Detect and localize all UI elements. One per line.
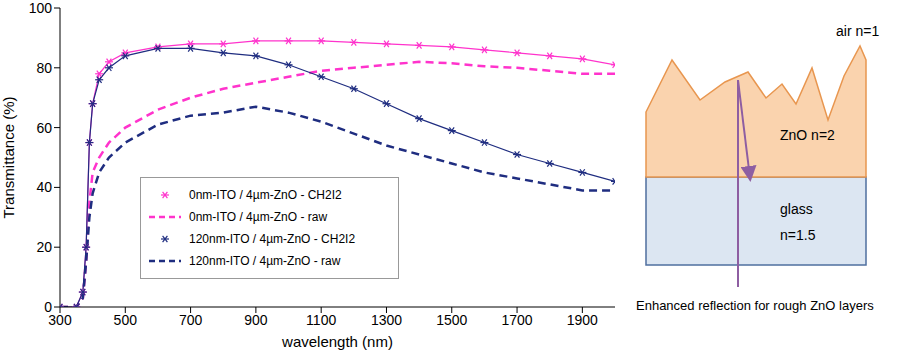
svg-text:300: 300 bbox=[48, 311, 72, 328]
svg-text:glass: glass bbox=[780, 201, 813, 217]
svg-text:0: 0 bbox=[44, 299, 52, 315]
svg-text:900: 900 bbox=[244, 312, 268, 328]
svg-text:1100: 1100 bbox=[306, 312, 336, 328]
svg-text:1700: 1700 bbox=[501, 312, 532, 328]
svg-text:40: 40 bbox=[36, 179, 52, 195]
html-text:0nm-ITO / 4µm-ZnO - CH2I2: 0nm-ITO / 4µm-ZnO - CH2I2 bbox=[189, 188, 342, 202]
html-text:120nm-ITO / 4µm-ZnO - raw: 120nm-ITO / 4µm-ZnO - raw bbox=[189, 254, 341, 268]
svg-text:1500: 1500 bbox=[436, 312, 467, 328]
svg-text:Enhanced reflection for rough: Enhanced reflection for rough ZnO layers bbox=[636, 298, 874, 313]
svg-text:100: 100 bbox=[29, 0, 53, 16]
svg-text:1900: 1900 bbox=[567, 312, 598, 328]
svg-text:1300: 1300 bbox=[371, 312, 402, 328]
svg-text:n=1.5: n=1.5 bbox=[780, 227, 816, 243]
svg-text:80: 80 bbox=[36, 60, 52, 76]
svg-text:ZnO n=2: ZnO n=2 bbox=[780, 127, 835, 143]
svg-text:wavelength (nm): wavelength (nm) bbox=[281, 333, 393, 350]
svg-text:20: 20 bbox=[36, 239, 52, 255]
svg-text:700: 700 bbox=[179, 312, 203, 328]
svg-text:60: 60 bbox=[36, 120, 52, 136]
html-text:120nm-ITO / 4µm-ZnO - CH2I2: 120nm-ITO / 4µm-ZnO - CH2I2 bbox=[189, 232, 356, 246]
svg-text:Transmittance (%): Transmittance (%) bbox=[0, 97, 17, 219]
html-text:0nm-ITO / 4µm-ZnO - raw: 0nm-ITO / 4µm-ZnO - raw bbox=[189, 210, 327, 224]
svg-text:500: 500 bbox=[114, 312, 138, 328]
svg-text:air n=1: air n=1 bbox=[836, 23, 879, 39]
